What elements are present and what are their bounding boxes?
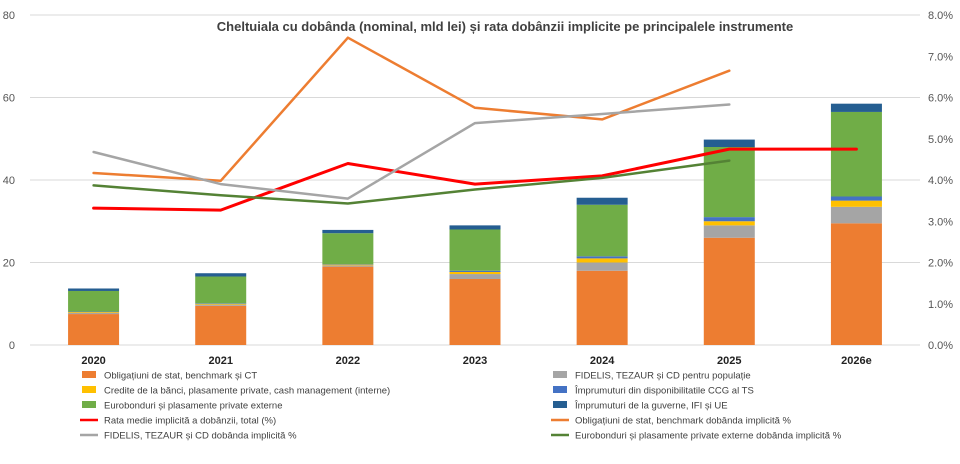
legend-label: Împrumuturi din disponibilitatile CCG al… [574, 386, 754, 397]
bar-segment [68, 311, 120, 313]
bar-segment [68, 290, 120, 312]
bar-segment [830, 223, 882, 345]
bar-segment [449, 274, 501, 279]
left-axis-ticks: 0 20 40 60 80 [3, 10, 15, 352]
bar-segment [576, 270, 628, 345]
legend-swatch [82, 386, 96, 393]
legend-swatch [82, 371, 96, 378]
bar-segment [449, 271, 501, 275]
bar-segment [703, 221, 755, 226]
bar-segment [703, 225, 755, 238]
right-tick-label: 5.0% [928, 134, 953, 146]
right-tick-label: 2.0% [928, 258, 953, 270]
right-tick-label: 8.0% [928, 10, 953, 22]
left-tick-label: 80 [3, 10, 15, 22]
x-axis-ticks: 2020 2021 2022 2023 2024 2025 2026e [81, 355, 871, 367]
legend-label: Eurobonduri și plasamente private extern… [104, 401, 283, 412]
bar-segment [830, 111, 882, 197]
grid-lines [30, 14, 920, 346]
legend-label: Obligațiuni de stat, benchmark și CT [104, 371, 257, 382]
right-tick-label: 4.0% [928, 175, 953, 187]
bar-segment [322, 229, 374, 234]
bar-segment [195, 303, 247, 305]
bar-segment [68, 314, 120, 345]
bar-segment [322, 265, 374, 267]
bar-segment [195, 276, 247, 304]
chart-title: Cheltuiala cu dobânda (nominal, mld lei)… [217, 19, 793, 34]
legend-label: Împrumuturi de la guverne, IFI și UE [574, 401, 728, 412]
x-tick-label: 2020 [81, 355, 105, 367]
legend-label: FIDELIS, TEZAUR și CD dobânda implicită … [104, 431, 297, 442]
bar-segment [68, 288, 120, 291]
legend-label: FIDELIS, TEZAUR și CD pentru populație [575, 371, 751, 382]
bar-segment [195, 304, 247, 306]
bar-segment [322, 266, 374, 345]
bar-segment [830, 196, 882, 201]
legend-label: Rata medie implicită a dobânzii, total (… [104, 416, 276, 427]
legend-label: Obligațiuni de stat, benchmark dobânda i… [575, 416, 792, 427]
bar-segment [576, 256, 628, 259]
line-layer [92, 36, 858, 212]
bar-segment [703, 237, 755, 345]
right-tick-label: 6.0% [928, 93, 953, 105]
bar-segment [576, 197, 628, 205]
x-tick-label: 2026e [841, 355, 872, 367]
bar-segment [449, 229, 501, 271]
left-tick-label: 0 [9, 340, 15, 352]
bar-segment [830, 103, 882, 112]
left-tick-label: 20 [3, 258, 15, 270]
x-tick-label: 2022 [336, 355, 360, 367]
right-tick-label: 7.0% [928, 51, 953, 63]
x-tick-label: 2021 [208, 355, 232, 367]
bar-segment [703, 147, 755, 218]
right-tick-label: 0.0% [928, 340, 953, 352]
line-series [92, 159, 731, 205]
bar-segment [830, 200, 882, 207]
bar-segment [322, 264, 374, 265]
bar-segment [322, 264, 374, 266]
bar-segment [830, 206, 882, 224]
legend-swatch [553, 371, 567, 378]
bar-segment [576, 258, 628, 263]
bar-layer [68, 103, 882, 345]
left-tick-label: 60 [3, 93, 15, 105]
bar-segment [576, 204, 628, 257]
legend-label: Credite de la bănci, plasamente private,… [104, 386, 390, 397]
x-tick-label: 2025 [717, 355, 741, 367]
bar-segment [195, 303, 247, 304]
legend-swatch [553, 386, 567, 393]
legend-swatch [553, 401, 567, 408]
right-tick-label: 3.0% [928, 216, 953, 228]
right-tick-label: 1.0% [928, 299, 953, 311]
left-tick-label: 40 [3, 175, 15, 187]
bar-segment [703, 217, 755, 222]
line-series [92, 147, 858, 212]
line-series [92, 36, 731, 183]
x-tick-label: 2023 [463, 355, 487, 367]
bar-segment [703, 139, 755, 147]
bar-segment [449, 225, 501, 230]
line-series [92, 103, 731, 200]
bar-segment [322, 233, 374, 265]
legend-label: Eurobonduri și plasamente private extern… [575, 431, 842, 442]
bar-segment [68, 312, 120, 313]
legend: Obligațiuni de stat, benchmark și CT FIDE… [80, 371, 842, 442]
bar-segment [449, 270, 501, 272]
bar-segment [576, 262, 628, 271]
right-axis-ticks: 0.0% 1.0% 2.0% 3.0% 4.0% 5.0% 6.0% 7.0% 8.0% [928, 10, 953, 352]
legend-swatch [82, 401, 96, 408]
bar-segment [449, 279, 501, 345]
x-tick-label: 2024 [590, 355, 615, 367]
bar-segment [195, 273, 247, 277]
bar-segment [195, 305, 247, 345]
bar-segment [68, 312, 120, 315]
